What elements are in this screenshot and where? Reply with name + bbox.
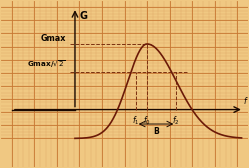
- Text: $f_1$: $f_1$: [132, 115, 139, 127]
- Text: B: B: [153, 127, 159, 136]
- Text: $f_2$: $f_2$: [173, 115, 180, 127]
- Text: G: G: [79, 11, 87, 21]
- Text: f: f: [244, 97, 247, 106]
- Text: Gmax: Gmax: [41, 34, 66, 43]
- Text: $f_0$: $f_0$: [143, 115, 151, 127]
- Text: Gmax/$\sqrt{2}$: Gmax/$\sqrt{2}$: [27, 59, 66, 70]
